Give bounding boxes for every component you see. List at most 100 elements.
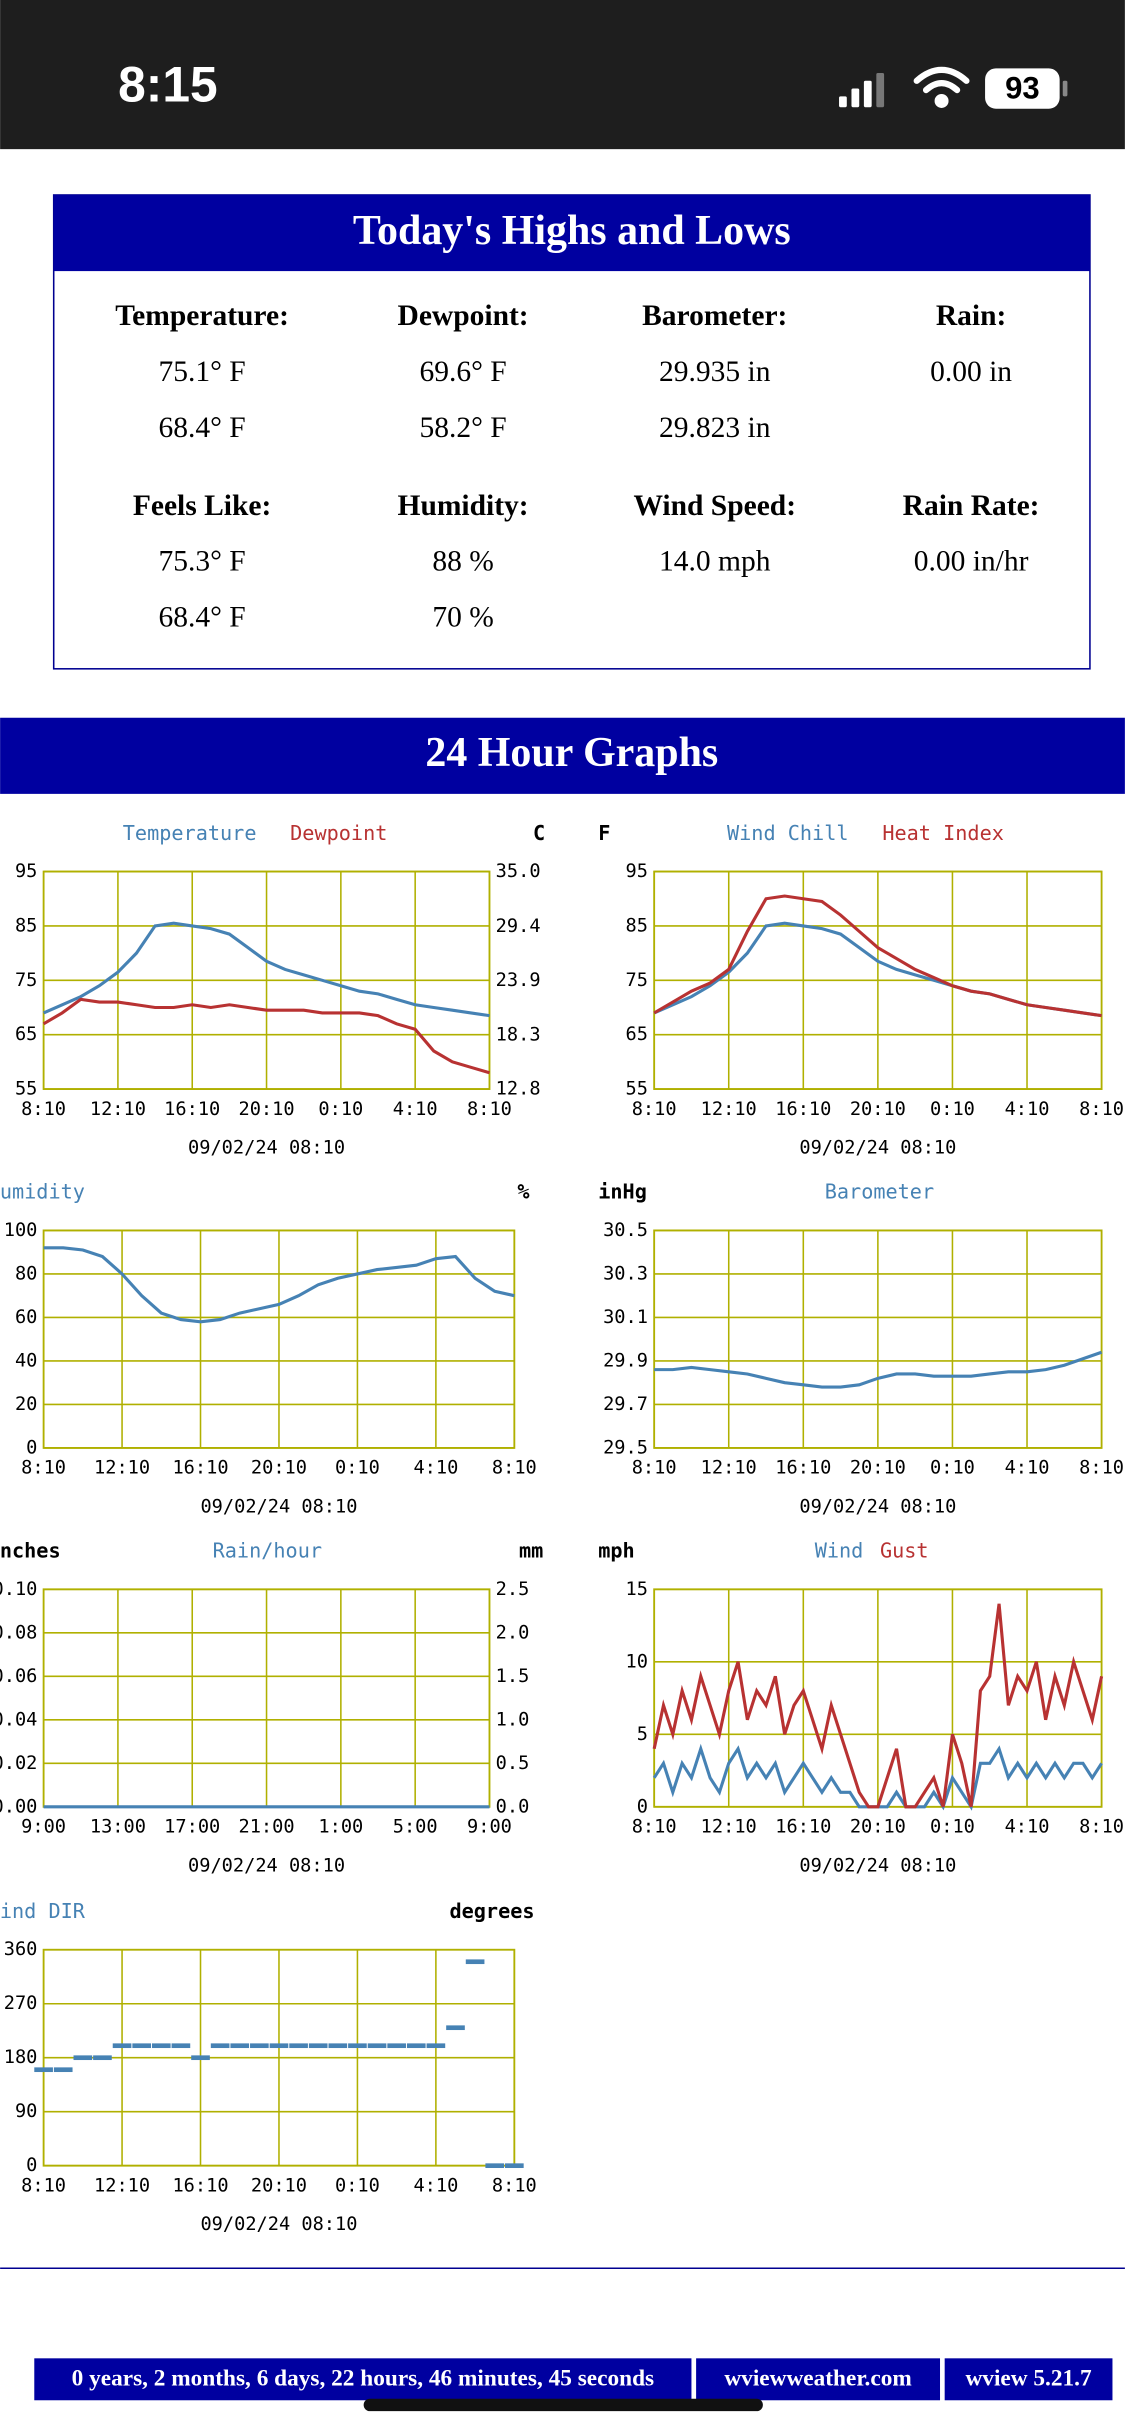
stat-value: 75.1° F xyxy=(158,356,245,388)
y2-tick-label: 0.0 xyxy=(496,1796,530,1817)
y-tick-label: 270 xyxy=(4,1993,38,2014)
y-tick-label: 65 xyxy=(15,1024,37,1045)
highs-lows-box xyxy=(52,194,1091,670)
legend-entry: Wind xyxy=(815,1539,864,1563)
point xyxy=(210,2043,230,2049)
y-tick-label: 30.1 xyxy=(603,1307,648,1328)
right-unit: % xyxy=(517,1180,530,1204)
stat-value: 88 % xyxy=(432,546,493,578)
x-tick-label: 20:10 xyxy=(251,2175,307,2196)
timestamp: 09/02/24 08:10 xyxy=(799,1496,956,1517)
series-line xyxy=(654,1350,1103,1389)
x-tick-label: 12:10 xyxy=(94,1458,150,1479)
x-tick-label: 8:10 xyxy=(632,1099,677,1120)
point xyxy=(151,2043,171,2049)
chart: 55 65 75 85 95 12.8 18.3 23.9 29.4 35.0 8:10 12:10 1… xyxy=(15,821,545,1159)
y-tick-label: 0.06 xyxy=(0,1666,37,1687)
x-tick-label: 17:00 xyxy=(164,1816,220,1837)
y-tick-label: 29.9 xyxy=(603,1350,648,1371)
y-tick-label: 85 xyxy=(626,915,648,936)
x-tick-label: 8:10 xyxy=(1079,1458,1124,1479)
highs-lows-table: Temperature: 75.1° F 68.4° F Dewpoint: 69.6°… xyxy=(115,300,1039,633)
x-tick-label: 8:10 xyxy=(1079,1816,1124,1837)
stat-value: 70 % xyxy=(432,602,493,634)
x-tick-label: 16:10 xyxy=(164,1099,220,1120)
status-bar xyxy=(0,0,1125,150)
y-tick-label: 85 xyxy=(15,915,37,936)
x-tick-label: 0:10 xyxy=(930,1099,975,1120)
y-tick-label: 55 xyxy=(626,1079,648,1100)
y2-tick-label: 2.5 xyxy=(496,1579,530,1600)
y-tick-label: 0 xyxy=(26,2155,37,2176)
stat-label: Wind Speed: xyxy=(633,490,796,522)
legend-entry: Wind DIR xyxy=(0,1899,86,1923)
graphs-title: 24 Hour Graphs xyxy=(425,730,718,776)
y-tick-label: 29.5 xyxy=(603,1437,648,1458)
point xyxy=(465,1959,485,1965)
x-tick-label: 4:10 xyxy=(393,1099,438,1120)
x-tick-label: 20:10 xyxy=(239,1099,295,1120)
right-unit: mm xyxy=(519,1539,543,1563)
y2-tick-label: 29.4 xyxy=(496,916,541,937)
point xyxy=(93,2055,112,2061)
point xyxy=(308,2043,328,2049)
y-tick-label: 90 xyxy=(15,2101,37,2122)
y-tick-label: 95 xyxy=(15,861,37,882)
timestamp: 09/02/24 08:10 xyxy=(188,1855,345,1876)
stat-label: Dewpoint: xyxy=(398,300,529,332)
x-tick-label: 1:00 xyxy=(318,1816,363,1837)
point xyxy=(406,2043,426,2049)
y-tick-label: 0.02 xyxy=(0,1753,37,1774)
stat-label: Rain Rate: xyxy=(903,490,1040,522)
stat-label: Feels Like: xyxy=(133,490,271,522)
series-line xyxy=(42,921,490,1018)
y-tick-label: 20 xyxy=(15,1394,37,1415)
y-tick-label: 65 xyxy=(626,1024,648,1045)
y-tick-label: 75 xyxy=(626,970,648,991)
x-tick-label: 13:00 xyxy=(90,1816,146,1837)
y-tick-label: 60 xyxy=(15,1307,37,1328)
x-tick-label: 4:10 xyxy=(413,2175,458,2196)
x-tick-label: 16:10 xyxy=(775,1099,831,1120)
point xyxy=(191,2055,210,2061)
y-tick-label: 95 xyxy=(626,861,648,882)
x-tick-label: 0:10 xyxy=(318,1099,363,1120)
stat-label: Humidity: xyxy=(398,490,529,522)
legend-entry: Barometer xyxy=(825,1180,934,1204)
x-tick-label: 8:10 xyxy=(1079,1099,1124,1120)
legend-entry: Dewpoint xyxy=(290,821,387,845)
footer-text: wviewweather.com xyxy=(724,2365,912,2391)
x-tick-label: 8:10 xyxy=(492,2175,537,2196)
x-tick-label: 12:10 xyxy=(701,1099,757,1120)
x-tick-label: 9:00 xyxy=(21,1816,66,1837)
series-line xyxy=(652,1603,1104,1809)
stat-value: 0.00 in xyxy=(930,356,1012,388)
right-unit: C xyxy=(533,821,545,845)
y2-tick-label: 12.8 xyxy=(496,1079,541,1100)
legend-entry: Rain/hour xyxy=(213,1539,322,1563)
x-tick-label: 20:10 xyxy=(850,1458,906,1479)
point xyxy=(289,2043,308,2049)
x-tick-label: 21:00 xyxy=(239,1816,295,1837)
legend-entry: Humidity xyxy=(0,1180,85,1204)
y-tick-label: 100 xyxy=(4,1220,38,1241)
y2-tick-label: 18.3 xyxy=(496,1025,541,1046)
home-indicator xyxy=(363,2398,763,2412)
y-tick-label: 0.08 xyxy=(0,1622,37,1643)
chart: 0 20 40 60 80 100 8:10 12:10 16:10 20:10 0:10 4:10 8… xyxy=(0,1180,537,1518)
y-tick-label: 0 xyxy=(26,1437,37,1458)
left-unit: mph xyxy=(598,1539,634,1563)
point xyxy=(348,2043,367,2049)
stat-value: 29.935 in xyxy=(659,356,771,388)
footer-box xyxy=(696,2358,941,2401)
point xyxy=(269,2043,289,2049)
x-tick-label: 8:10 xyxy=(467,1099,512,1120)
x-tick-label: 16:10 xyxy=(775,1458,831,1479)
x-tick-label: 4:10 xyxy=(1005,1816,1050,1837)
timestamp: 09/02/24 08:10 xyxy=(200,2214,357,2235)
y-tick-label: 0.10 xyxy=(0,1579,37,1600)
x-tick-label: 8:10 xyxy=(21,2175,66,2196)
x-tick-label: 20:10 xyxy=(850,1816,906,1837)
